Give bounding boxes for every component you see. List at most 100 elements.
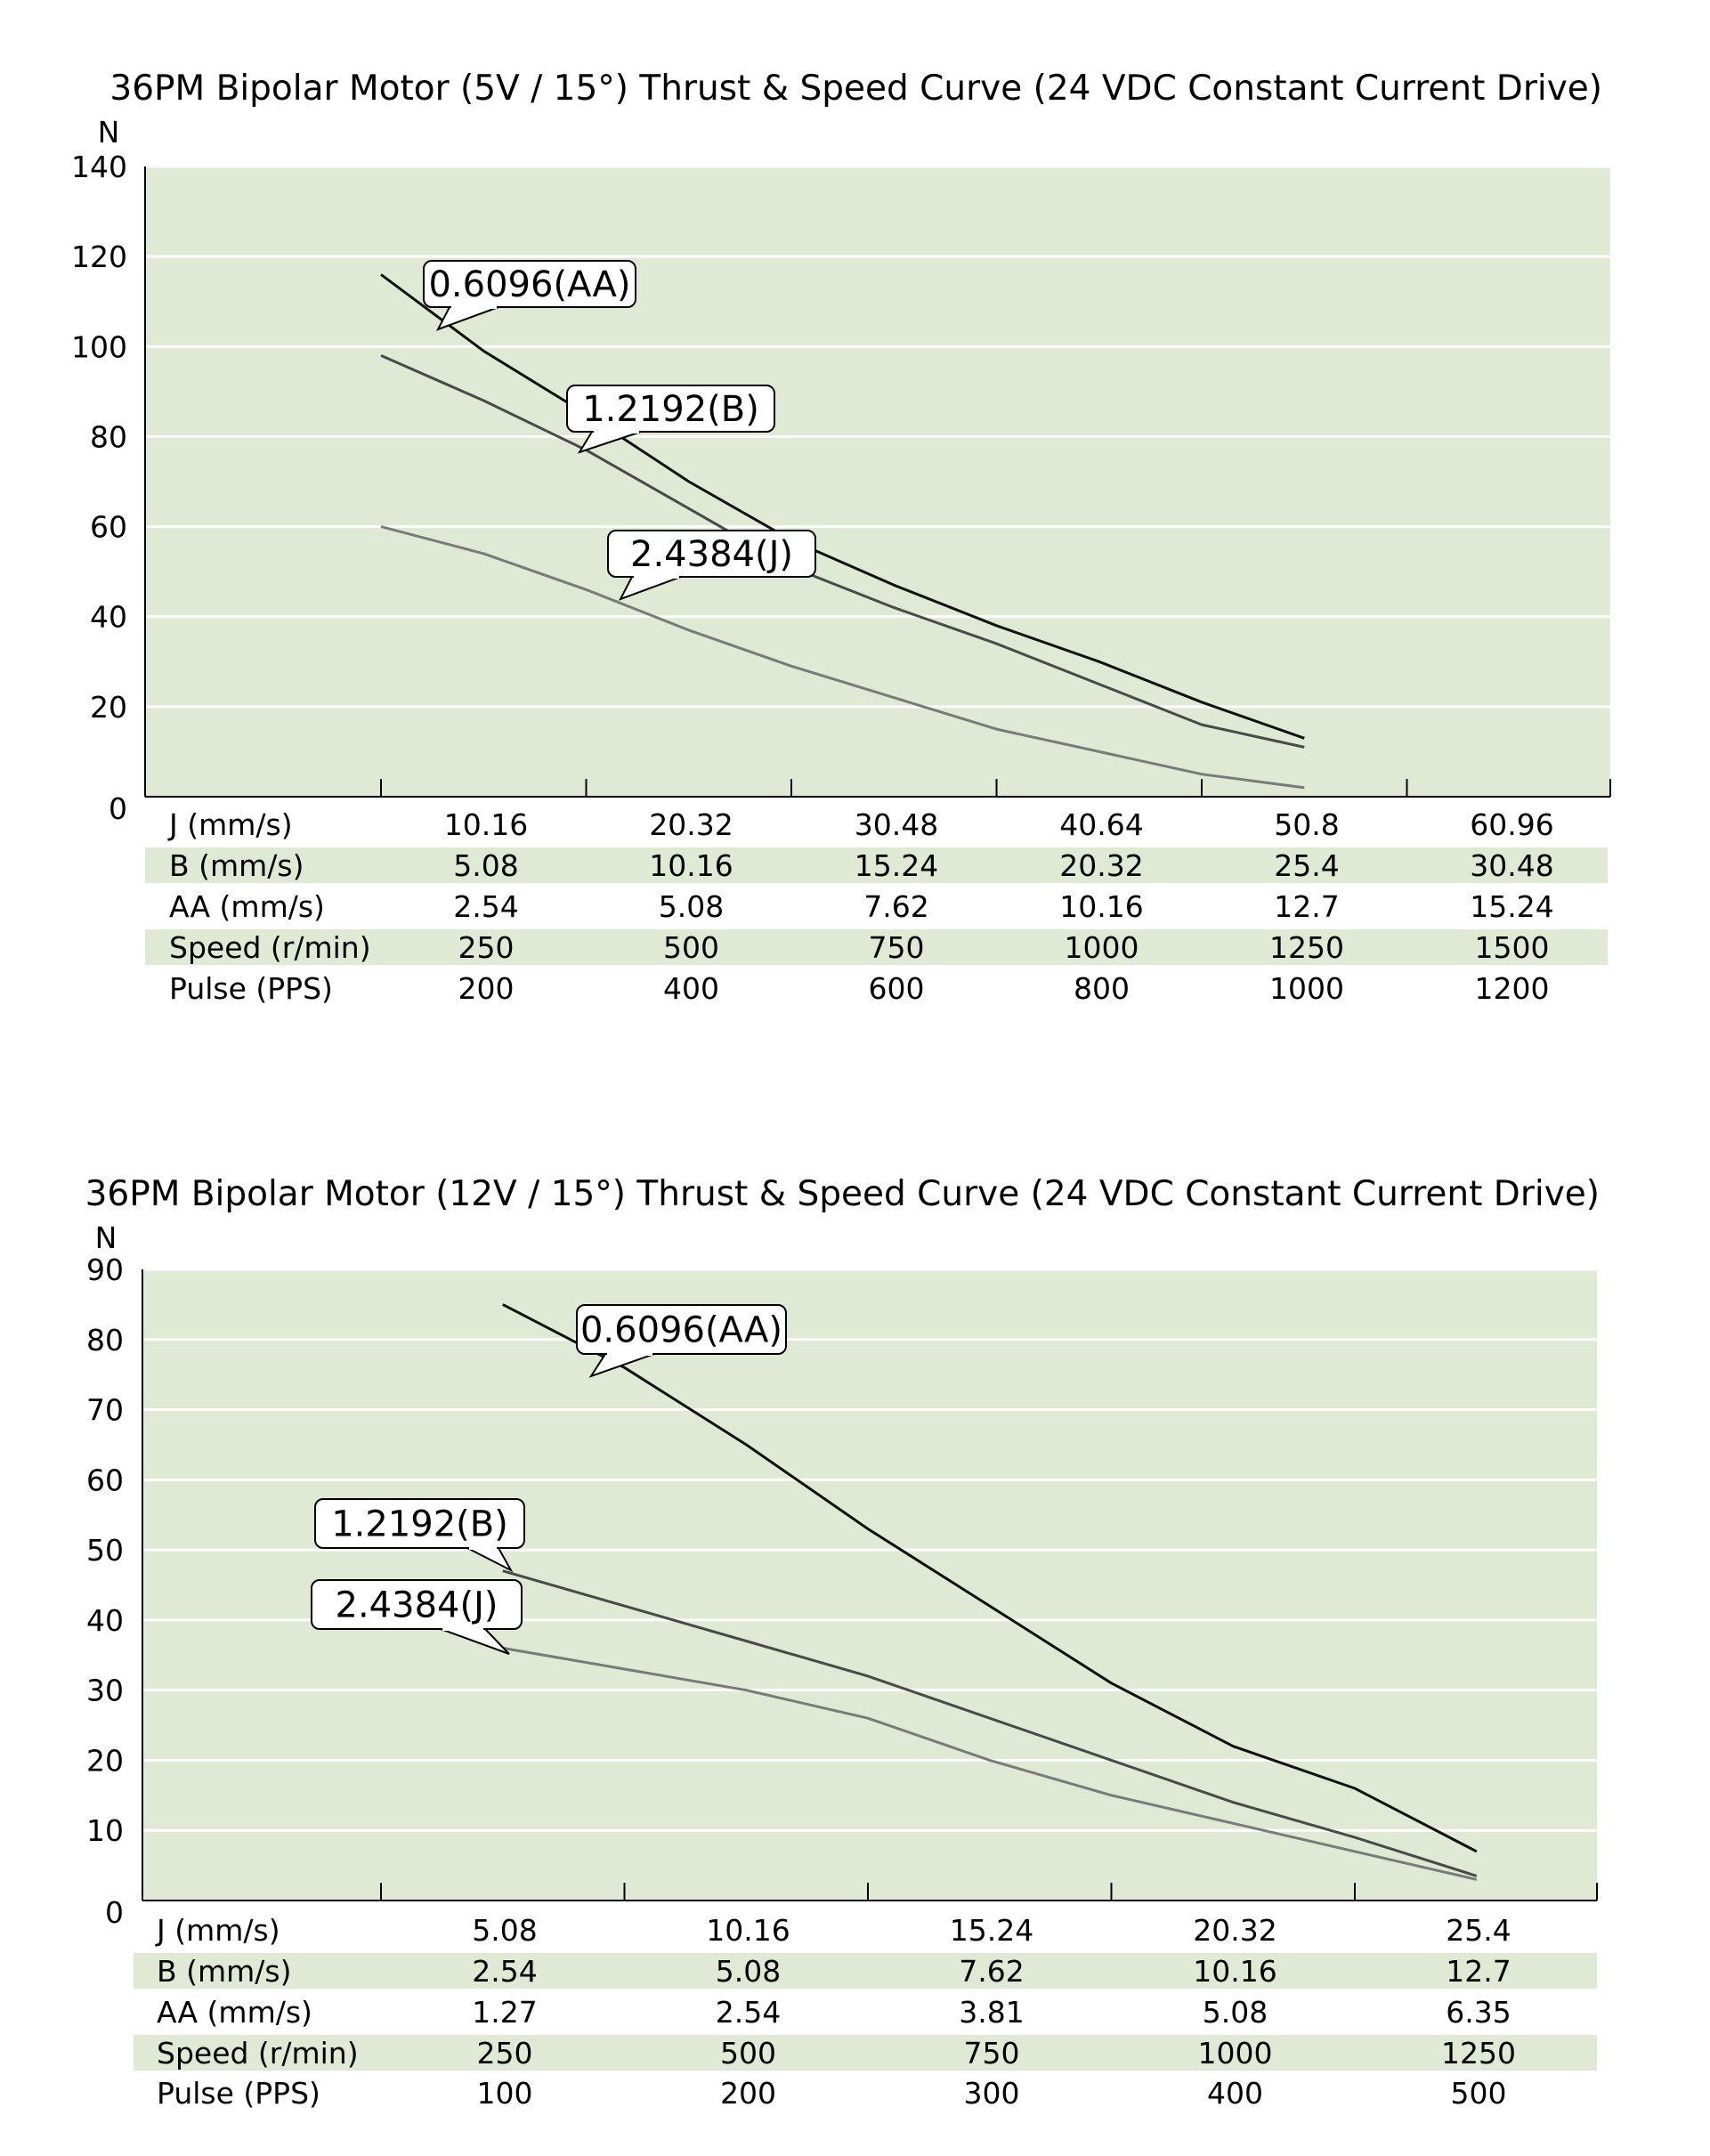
table-row-label: AA (mm/s) [157,1995,312,2030]
callout-box [576,1304,787,1355]
table-cell: 15.24 [950,1913,1033,1948]
table-cell: 15.24 [1470,889,1553,924]
table-cell: 12.7 [1274,889,1339,924]
series-callout: 2.4384(J) [607,530,816,601]
table-cell: 1.27 [472,1995,537,2030]
y-tick-label: 10 [86,1813,124,1848]
series-label: 0.6096(AA) [580,1310,782,1351]
table-cell: 15.24 [855,848,938,883]
table-cell: 600 [869,971,925,1006]
y-tick-label: 120 [71,239,127,274]
series-line-1 [380,354,1305,749]
callout-joint [469,1545,497,1550]
table-cell: 2.54 [716,1995,781,2030]
table-row-label: J (mm/s) [167,807,293,842]
table-cell: 25.4 [1274,848,1339,883]
callout-joint [594,429,639,434]
callout-pointer [588,1353,655,1378]
series-callout: 0.6096(AA) [576,1304,787,1378]
table-cell: 5.08 [659,889,724,924]
table-cell: 10.16 [649,848,733,883]
table-cell: 60.96 [1470,807,1553,842]
table-cell: 5.08 [1203,1995,1268,2030]
callout-box [423,260,636,308]
series-label: 2.4384(J) [336,1585,498,1626]
callout-box [607,530,816,578]
callout-joint [442,1626,483,1631]
table-cell: 500 [720,2036,776,2071]
table-cell: 30.48 [1470,848,1553,883]
table-row-label: Speed (r/min) [169,930,371,965]
table-cell: 400 [1207,2076,1263,2111]
table-cell: 1200 [1475,971,1550,1006]
y-axis-unit: N [95,1220,118,1255]
table-cell: 1000 [1198,2036,1273,2071]
table-cell: 20.32 [1059,848,1143,883]
callout-box [566,385,775,433]
table-cell: 40.64 [1059,807,1143,842]
table-row-label: B (mm/s) [169,848,304,883]
table-cell: 1250 [1269,930,1344,965]
table-cell: 250 [477,2036,533,2071]
y-tick-label: 30 [86,1674,124,1708]
y-tick-label: 100 [71,329,127,364]
series-line-0 [380,273,1305,740]
series-callout: 1.2192(B) [314,1498,525,1573]
callout-pointer [435,306,499,331]
y-tick-label: 90 [86,1252,124,1287]
series-callout: 0.6096(AA) [423,260,636,331]
table-cell: 20.32 [1193,1913,1276,1948]
plot-area [145,166,1610,797]
table-cell: 1000 [1065,930,1139,965]
callout-pointer [440,1628,510,1655]
callout-pointer [577,431,642,454]
y-tick-label: 60 [90,510,127,545]
table-cell: 1250 [1441,2036,1516,2071]
y-tick-label: 50 [86,1533,124,1568]
callout-joint [634,574,679,579]
table-cell: 50.8 [1274,807,1339,842]
series-line-2 [380,525,1305,790]
callout-pointer [618,576,682,601]
series-label: 0.6096(AA) [428,264,630,305]
table-row-shade [145,929,1608,965]
table-cell: 1500 [1475,930,1550,965]
table-cell: 800 [1074,971,1130,1006]
table-cell: 200 [458,971,515,1006]
table-cell: 250 [458,930,515,965]
table-cell: 500 [1451,2076,1507,2111]
y-tick-label: 0 [109,791,127,826]
table-cell: 500 [663,930,719,965]
table-cell: 200 [720,2076,776,2111]
chart-title: 36PM Bipolar Motor (5V / 15°) Thrust & S… [109,69,1602,109]
table-cell: 10.16 [1059,889,1143,924]
callout-joint [607,1351,652,1356]
callout-box [314,1498,525,1549]
table-row-shade [145,847,1608,883]
series-label: 1.2192(B) [331,1504,508,1545]
series-label: 1.2192(B) [582,389,759,430]
table-row-label: AA (mm/s) [169,889,325,924]
table-cell: 20.32 [649,807,733,842]
table-row-label: Pulse (PPS) [169,971,333,1006]
series-callout: 1.2192(B) [566,385,775,454]
y-tick-label: 20 [86,1743,124,1778]
table-cell: 6.35 [1446,1995,1511,2030]
table-cell: 5.08 [453,848,518,883]
series-callout: 2.4384(J) [311,1579,523,1655]
table-cell: 100 [477,2076,533,2111]
series-line-1 [502,1569,1478,1877]
table-row-label: Pulse (PPS) [157,2076,320,2111]
y-tick-label: 60 [86,1463,124,1497]
table-cell: 7.62 [863,889,928,924]
table-cell: 10.16 [706,1913,790,1948]
chart-2: 36PM Bipolar Motor (12V / 15°) Thrust & … [85,1174,1600,2111]
table-cell: 30.48 [855,807,938,842]
series-line-2 [502,1646,1478,1881]
table-cell: 750 [964,2036,1020,2071]
y-axis-unit: N [98,115,120,150]
y-tick-label: 20 [90,690,127,725]
table-row-shade [134,1953,1597,1989]
series-line-0 [502,1303,1478,1853]
